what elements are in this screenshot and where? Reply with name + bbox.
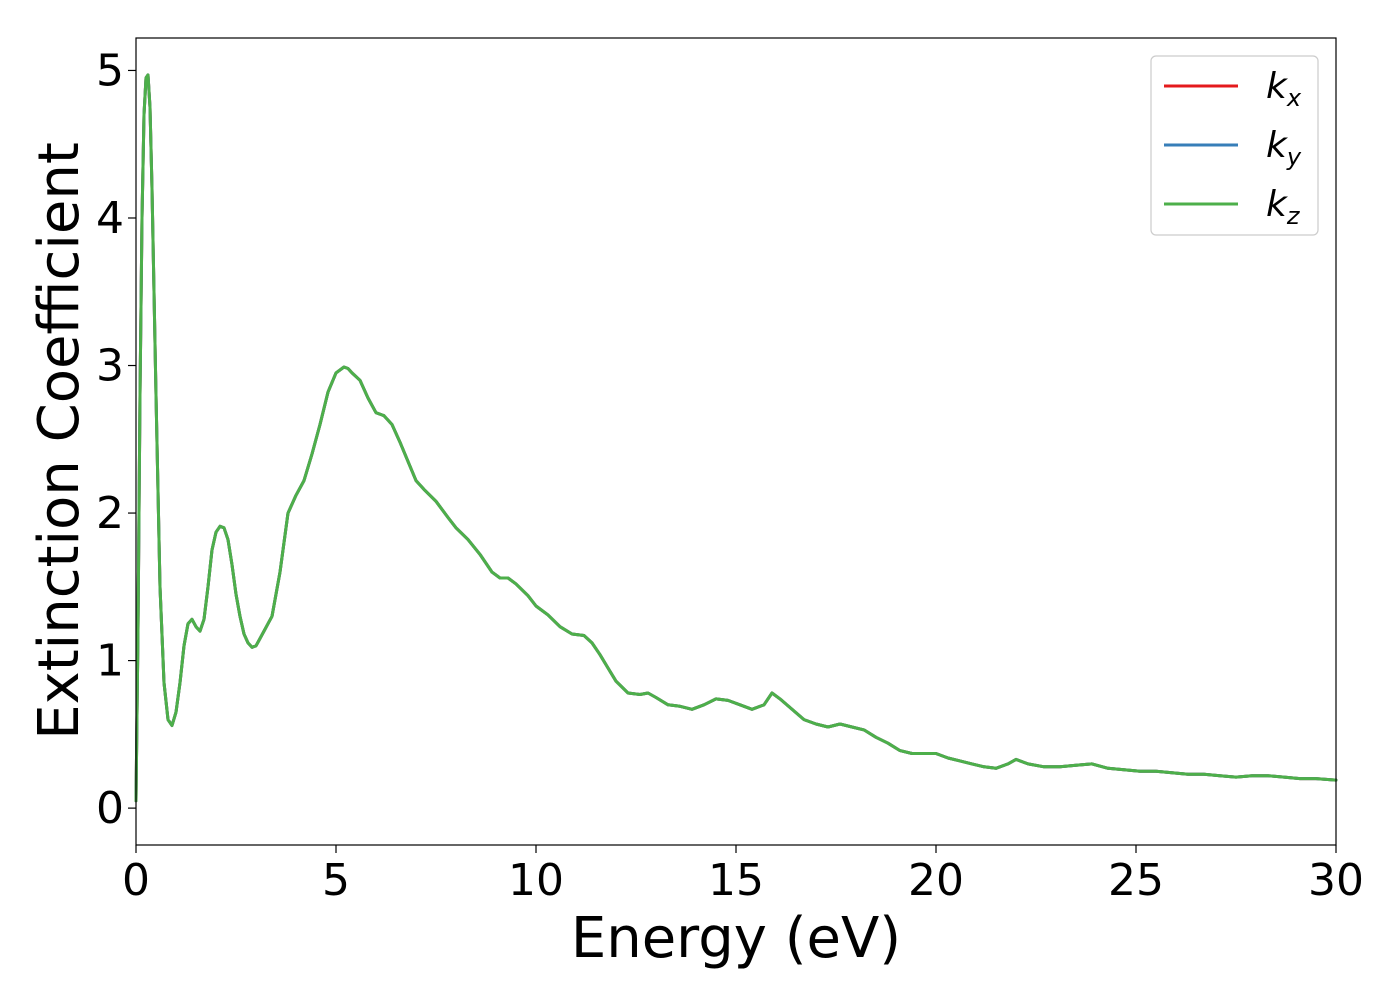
x-tick-label: 5 [322, 855, 350, 906]
y-tick-label: 5 [96, 45, 124, 96]
series-line-kz [134, 73, 1338, 803]
x-tick-label: 25 [1108, 855, 1164, 906]
x-tick-label: 20 [908, 855, 964, 906]
x-tick-label: 0 [122, 855, 150, 906]
y-tick-label: 1 [96, 636, 124, 687]
legend-label-ky: ky [1266, 125, 1302, 171]
legend-label-kz: kz [1266, 184, 1301, 230]
y-tick-label: 2 [96, 488, 124, 539]
x-axis-label: Energy (eV) [571, 906, 901, 971]
legend: kx ky kz [1150, 55, 1319, 236]
x-tick-label: 30 [1308, 855, 1364, 906]
legend-label-kx: kx [1266, 66, 1302, 112]
ticks-layer: 0 5 10 15 20 25 30 0 1 2 3 4 5 [96, 45, 1364, 906]
x-tick-label: 15 [708, 855, 764, 906]
series-layer [134, 73, 1338, 803]
y-axis-label: Extinction Coefficient [27, 142, 92, 740]
y-tick-label: 3 [96, 341, 124, 392]
y-tick-label: 0 [96, 783, 124, 834]
x-tick-label: 10 [508, 855, 564, 906]
y-tick-label: 4 [96, 193, 124, 244]
